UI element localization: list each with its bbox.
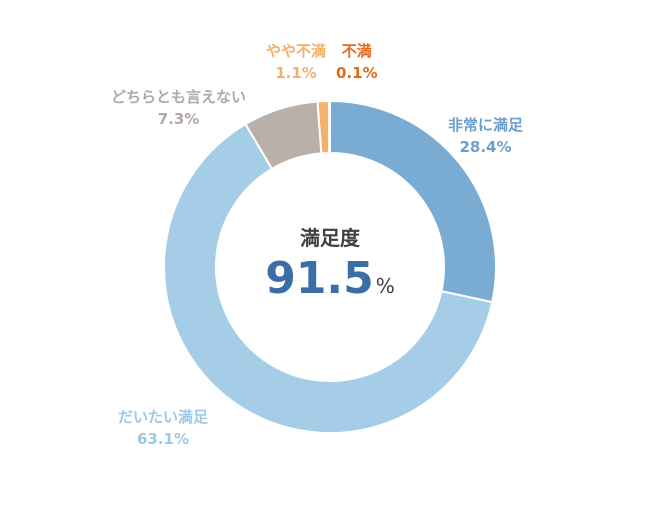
slice-label-somewhat-dissatisfied: やや不満 1.1% xyxy=(266,40,326,84)
slice-label-dissatisfied: 不満 0.1% xyxy=(336,40,378,84)
slice-label-mostly-satisfied: だいたい満足 63.1% xyxy=(118,406,208,450)
center-title: 満足度 xyxy=(300,226,360,250)
slice-value: 28.4% xyxy=(459,138,512,156)
slice-label-very-satisfied: 非常に満足 28.4% xyxy=(448,114,523,158)
center-value: 91.5% xyxy=(240,253,420,304)
slice-name: 非常に満足 xyxy=(448,116,524,134)
slice-name: やや不満 xyxy=(266,42,327,60)
donut-slice-dissatisfied xyxy=(327,99,331,155)
slice-value: 63.1% xyxy=(136,430,190,448)
slice-value: 7.3% xyxy=(157,110,200,128)
slice-name: 不満 xyxy=(341,42,372,60)
slice-name: どちらとも言えない xyxy=(111,88,247,106)
slice-value: 1.1% xyxy=(275,64,317,82)
slice-name: だいたい満足 xyxy=(118,408,209,426)
donut-slice-very-satisfied xyxy=(329,99,497,304)
slice-label-neutral: どちらとも言えない 7.3% xyxy=(111,86,246,130)
center-value-number: 91.5 xyxy=(265,253,374,304)
donut-slice-mostly-satisfied xyxy=(163,122,494,434)
center-value-unit: % xyxy=(375,274,395,298)
slice-value: 0.1% xyxy=(336,64,378,82)
